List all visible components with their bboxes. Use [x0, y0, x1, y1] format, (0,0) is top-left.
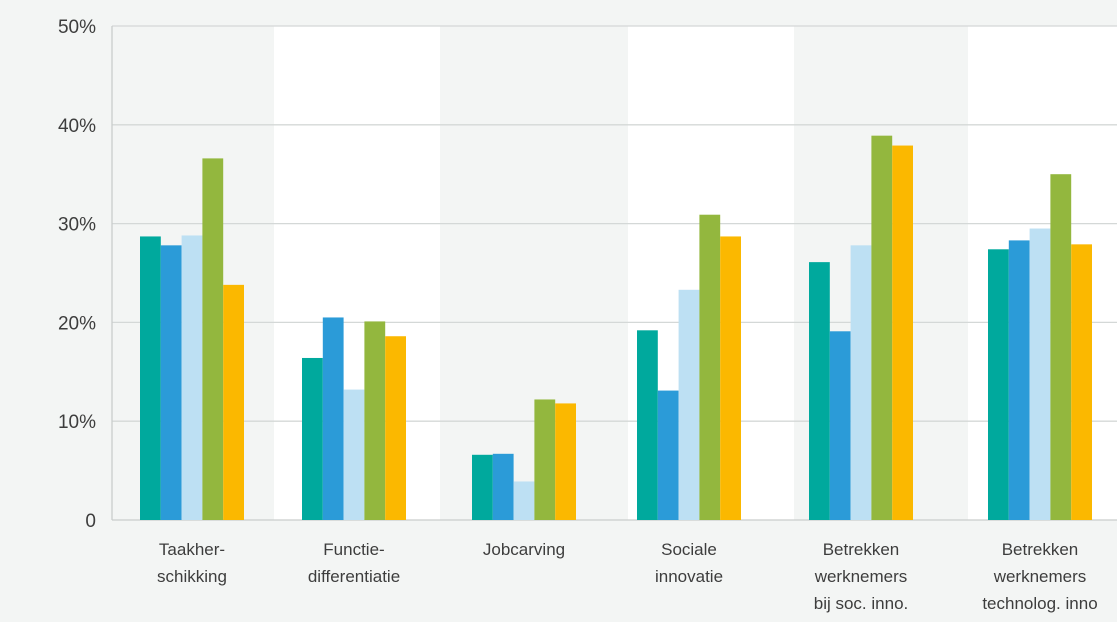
bars	[140, 135, 1092, 521]
y-tick-label: 0	[85, 511, 96, 532]
bar	[302, 357, 323, 520]
bar	[1029, 228, 1051, 521]
bar	[322, 317, 344, 520]
x-category-label: differentiatie	[308, 567, 400, 586]
bar	[1071, 244, 1092, 520]
x-axis-labels: Taakher-schikking Functie-differentiatie J…	[157, 540, 1098, 613]
bar	[160, 245, 182, 520]
x-category-label: technolog. inno	[982, 594, 1097, 613]
bar	[1008, 240, 1030, 520]
x-category-label: schikking	[157, 567, 227, 586]
bar	[871, 135, 893, 520]
bar	[472, 454, 493, 520]
bar	[555, 403, 576, 520]
x-category-label: Sociale	[661, 540, 717, 559]
bar	[343, 389, 365, 520]
x-category-label: Functie-	[323, 540, 384, 559]
bar	[385, 336, 406, 520]
bar	[637, 330, 658, 520]
y-tick-label: 10%	[58, 412, 96, 433]
bar	[202, 158, 224, 520]
bar	[181, 235, 203, 520]
bar	[657, 390, 679, 520]
bar	[678, 289, 700, 520]
bar	[534, 399, 556, 520]
y-tick-label: 40%	[58, 116, 96, 137]
bar	[364, 321, 386, 520]
y-tick-label: 20%	[58, 313, 96, 334]
bar	[809, 262, 830, 520]
x-category-label: Taakher-	[159, 540, 225, 559]
bar	[513, 481, 535, 520]
bar	[223, 284, 244, 520]
bar	[1050, 174, 1072, 520]
x-category-label: innovatie	[655, 567, 723, 586]
bar	[850, 245, 872, 520]
bar	[699, 214, 721, 520]
bar	[829, 331, 851, 520]
gridlines	[112, 25, 1117, 521]
bar	[988, 249, 1009, 520]
y-tick-label: 30%	[58, 215, 96, 236]
bar	[720, 236, 741, 520]
x-category-label: werknemers	[814, 567, 908, 586]
bar	[140, 236, 161, 520]
bar	[492, 453, 514, 520]
x-category-label: Betrekken	[823, 540, 900, 559]
x-category-label: Jobcarving	[483, 540, 565, 559]
y-tick-label: 50%	[58, 17, 96, 38]
x-category-label: werknemers	[993, 567, 1087, 586]
bar	[892, 145, 913, 520]
y-axis: 0 10% 20% 30% 40% 50%	[58, 17, 113, 532]
x-category-label: bij soc. inno.	[814, 594, 909, 613]
x-category-label: Betrekken	[1002, 540, 1079, 559]
